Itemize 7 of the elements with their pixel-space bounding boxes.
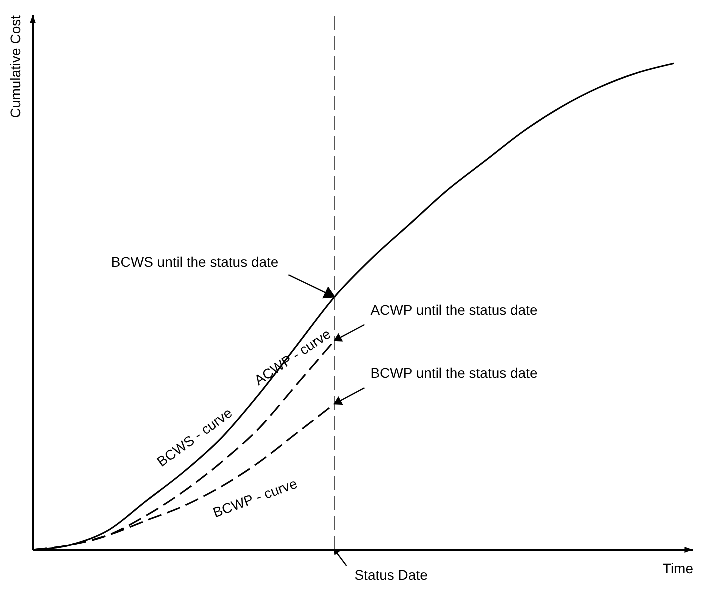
- y-axis-title: Cumulative Cost: [8, 15, 24, 118]
- x-axis-title: Time: [662, 560, 694, 576]
- text: Status Date: [354, 567, 428, 583]
- annotation: BCWS until the status date: [111, 254, 279, 270]
- annotation: ACWP until the status date: [370, 302, 538, 318]
- annotation: BCWP until the status date: [370, 365, 538, 382]
- text: BCWP - curve: [210, 475, 300, 521]
